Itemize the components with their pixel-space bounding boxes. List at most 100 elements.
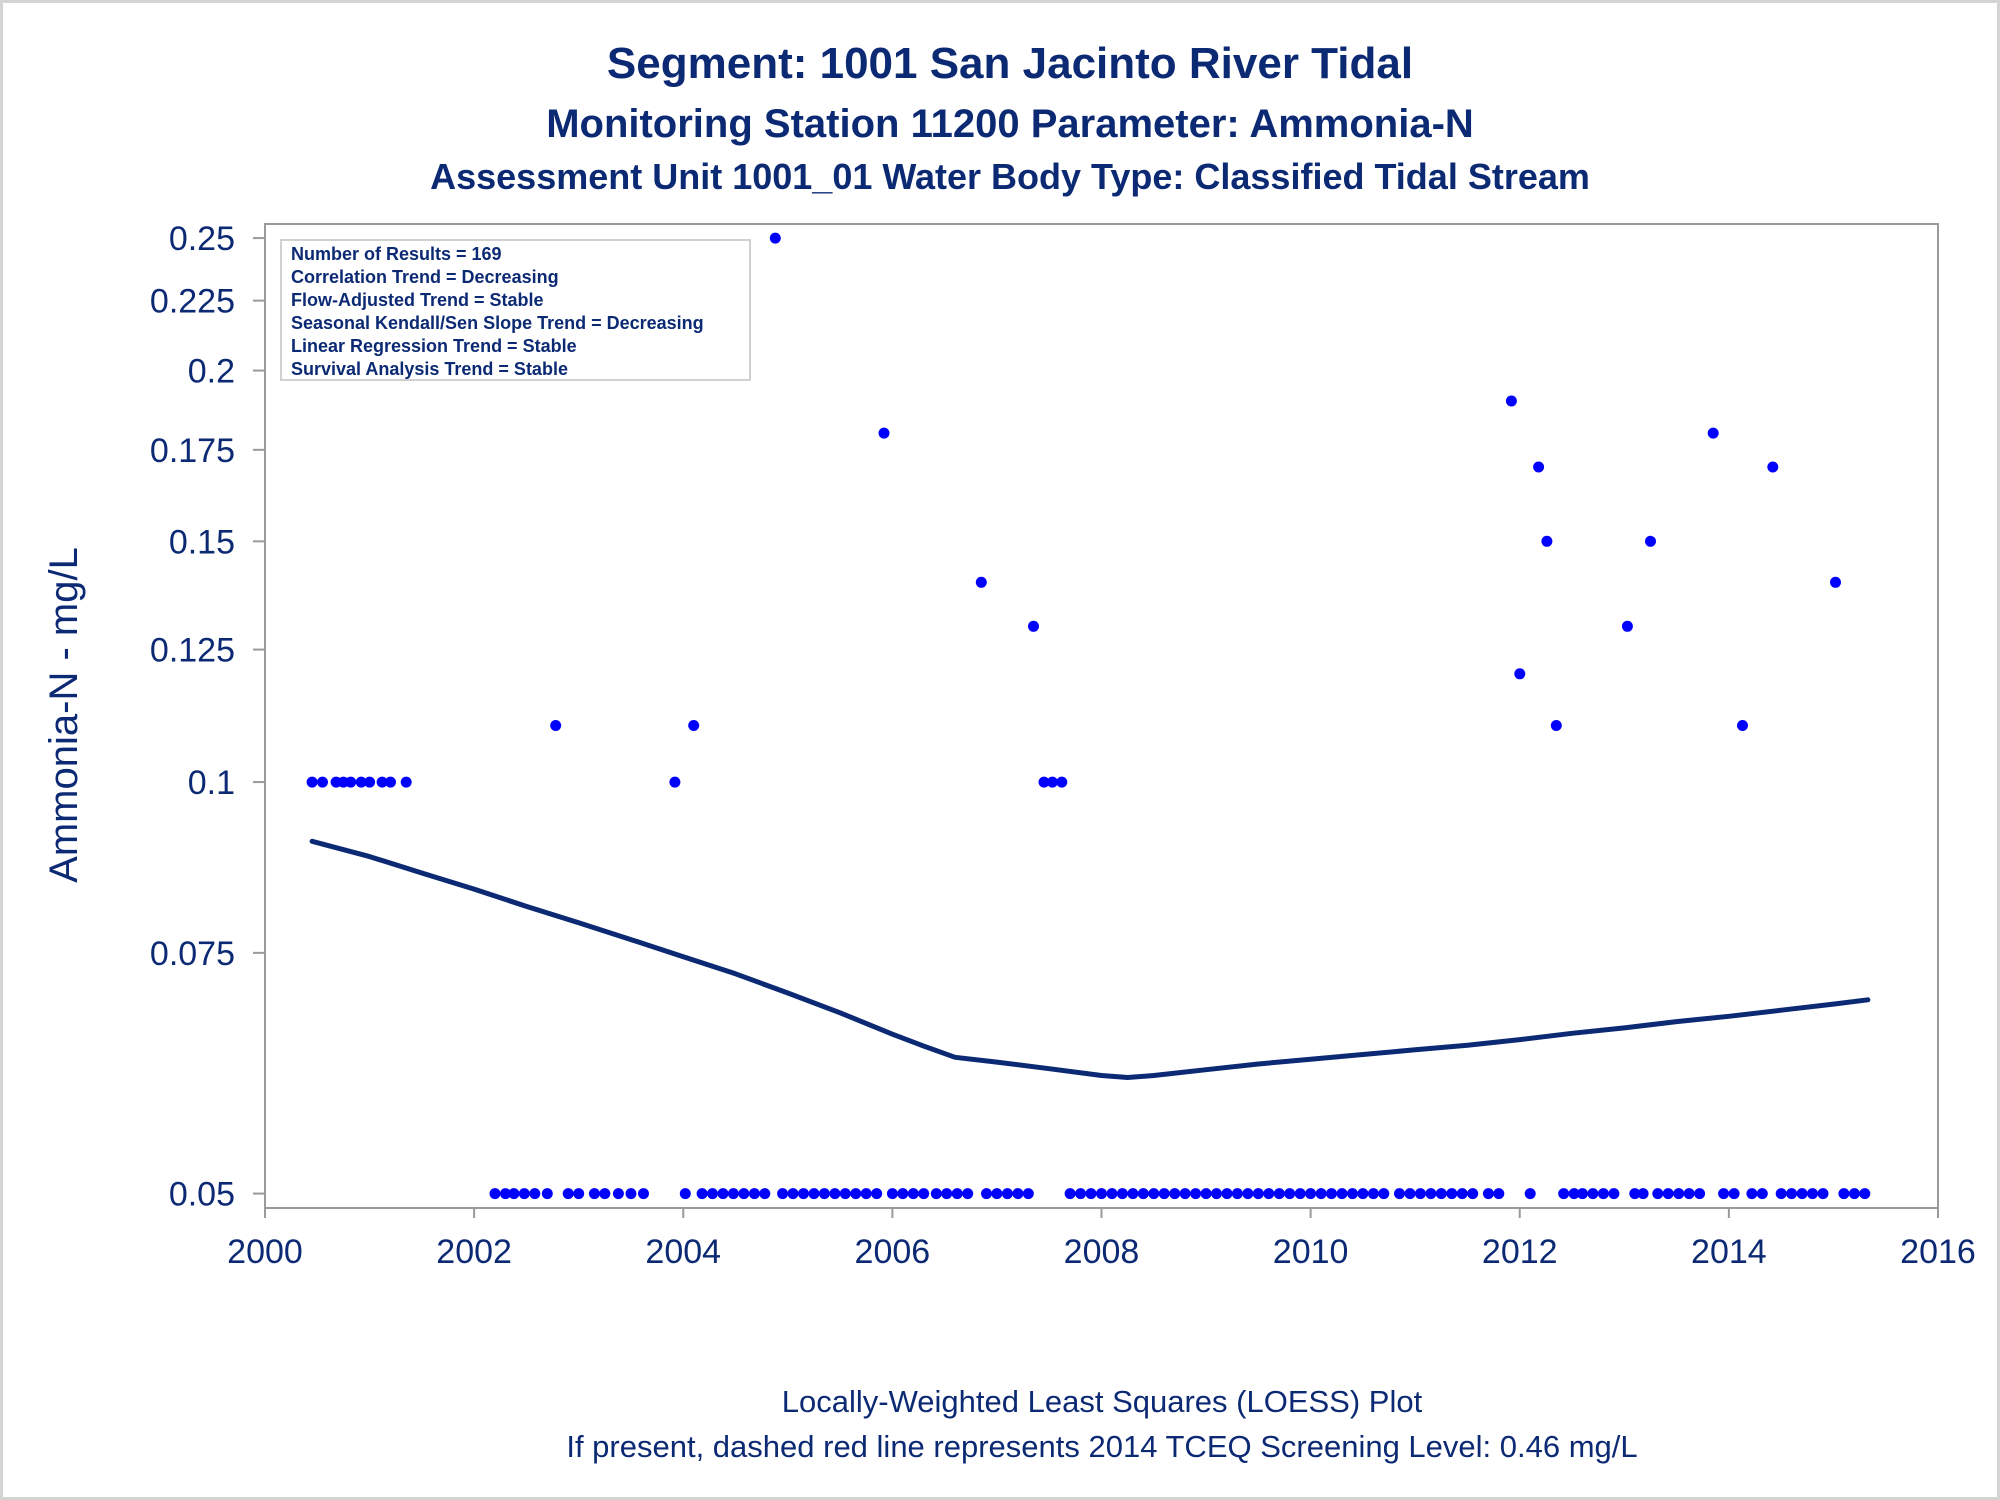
data-point xyxy=(1558,1188,1570,1200)
data-point xyxy=(669,776,681,788)
data-point xyxy=(1404,1188,1416,1200)
data-point xyxy=(878,427,890,439)
data-point xyxy=(345,776,357,788)
data-point xyxy=(688,720,700,731)
data-point xyxy=(975,576,987,588)
data-point xyxy=(1001,1188,1013,1200)
chart-subtitle: Monitoring Station 11200 Parameter: Ammo… xyxy=(546,102,1474,146)
footnote-loess: Locally-Weighted Least Squares (LOESS) P… xyxy=(782,1384,1423,1419)
y-tick-label: 0.125 xyxy=(150,632,235,670)
data-point xyxy=(1597,1188,1609,1200)
data-point xyxy=(748,1188,760,1200)
footnote-screening-level: If present, dashed red line represents 2… xyxy=(566,1429,1637,1464)
data-point xyxy=(1038,776,1050,788)
data-point xyxy=(541,1188,553,1200)
data-point xyxy=(1796,1188,1808,1200)
data-point xyxy=(818,1188,830,1200)
data-point xyxy=(1718,1188,1730,1200)
data-point xyxy=(1394,1188,1405,1200)
x-tick-label: 2012 xyxy=(1482,1233,1558,1271)
data-point xyxy=(1137,1188,1149,1200)
data-point xyxy=(1425,1188,1437,1200)
data-point xyxy=(679,1188,691,1200)
data-point xyxy=(1148,1188,1160,1200)
data-point xyxy=(1211,1188,1222,1200)
data-point xyxy=(829,1188,841,1200)
data-point xyxy=(625,1188,637,1200)
data-point xyxy=(1200,1188,1212,1200)
data-point xyxy=(1694,1188,1706,1200)
data-point xyxy=(550,720,562,731)
data-point xyxy=(1587,1188,1599,1200)
data-point xyxy=(871,1188,883,1200)
y-tick-label: 0.15 xyxy=(169,523,235,561)
data-point xyxy=(1336,1188,1348,1200)
y-axis-label: Ammonia-N - mg/L xyxy=(42,547,86,883)
data-point xyxy=(1786,1188,1798,1200)
data-point xyxy=(1707,427,1719,439)
chart-title: Segment: 1001 San Jacinto River Tidal xyxy=(607,39,1413,88)
x-tick-label: 2008 xyxy=(1064,1233,1140,1271)
data-point xyxy=(400,776,412,788)
data-point xyxy=(727,1188,739,1200)
data-point xyxy=(1645,535,1656,547)
data-point xyxy=(1315,1188,1327,1200)
data-point xyxy=(1046,776,1058,788)
data-point xyxy=(1568,1188,1580,1200)
data-point xyxy=(1378,1188,1390,1200)
y-tick-label: 0.225 xyxy=(150,283,235,321)
data-point xyxy=(839,1188,851,1200)
data-point xyxy=(777,1188,789,1200)
data-point xyxy=(1106,1188,1118,1200)
data-point xyxy=(1859,1188,1871,1200)
data-point xyxy=(1028,620,1039,632)
data-point xyxy=(991,1188,1003,1200)
data-point xyxy=(769,232,781,244)
data-point xyxy=(385,776,396,788)
data-point xyxy=(612,1188,624,1200)
data-point xyxy=(1179,1188,1191,1200)
data-point xyxy=(738,1188,750,1200)
data-point xyxy=(1746,1188,1758,1200)
data-point xyxy=(1190,1188,1202,1200)
data-point xyxy=(759,1188,771,1200)
data-point xyxy=(376,776,388,788)
data-point xyxy=(306,776,318,788)
x-tick-label: 2010 xyxy=(1273,1233,1349,1271)
x-axis: 2000 2002 2004 2006 2008 2010 2012 2014 2016 xyxy=(227,1208,1976,1271)
x-tick-label: 2004 xyxy=(645,1233,721,1271)
data-point xyxy=(500,1188,511,1200)
y-tick-label: 0.1 xyxy=(188,764,235,802)
data-point xyxy=(1673,1188,1685,1200)
data-point xyxy=(1347,1188,1358,1200)
data-point xyxy=(860,1188,872,1200)
data-point xyxy=(1263,1188,1275,1200)
data-point xyxy=(1273,1188,1285,1200)
data-point xyxy=(1116,1188,1128,1200)
data-point xyxy=(1012,1188,1024,1200)
data-point xyxy=(798,1188,809,1200)
data-point xyxy=(573,1188,585,1200)
data-point xyxy=(962,1188,974,1200)
data-point xyxy=(1541,535,1553,547)
data-point xyxy=(707,1188,718,1200)
data-point xyxy=(1514,668,1526,680)
stat-survival-analysis-trend: Survival Analysis Trend = Stable xyxy=(291,359,568,379)
data-point xyxy=(1252,1188,1264,1200)
loess-line xyxy=(309,838,1871,1080)
data-point xyxy=(930,1188,942,1200)
data-point xyxy=(1326,1188,1337,1200)
data-point xyxy=(951,1188,963,1200)
x-tick-label: 2000 xyxy=(227,1233,303,1271)
data-point xyxy=(317,776,328,788)
data-point xyxy=(1231,1188,1243,1200)
y-tick-label: 0.075 xyxy=(150,935,235,973)
data-point xyxy=(1629,1188,1641,1200)
data-point xyxy=(1367,1188,1379,1200)
data-point xyxy=(717,1188,729,1200)
data-point xyxy=(1524,1188,1536,1200)
stat-seasonal-kendall-trend: Seasonal Kendall/Sen Slope Trend = Decre… xyxy=(291,313,704,333)
data-point xyxy=(599,1188,611,1200)
stat-correlation-trend: Correlation Trend = Decreasing xyxy=(291,267,559,287)
data-point xyxy=(1158,1188,1170,1200)
